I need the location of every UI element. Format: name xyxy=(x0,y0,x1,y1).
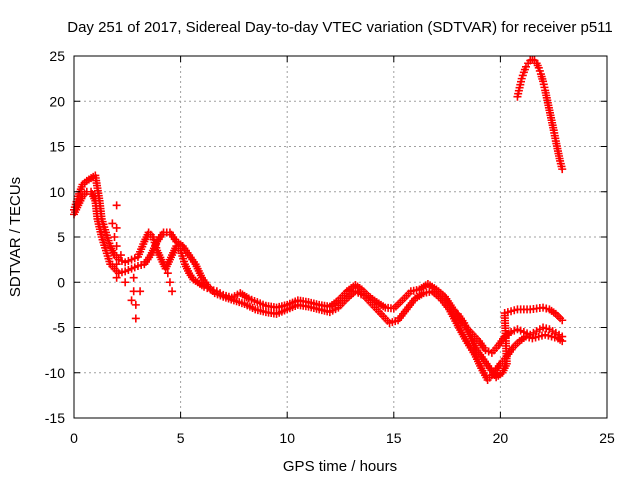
x-tick-label: 10 xyxy=(279,430,295,446)
data-point xyxy=(110,233,119,241)
data-point xyxy=(127,296,136,305)
data-marks xyxy=(70,55,567,384)
data-point xyxy=(131,300,140,309)
x-axis-label: GPS time / hours xyxy=(283,458,397,475)
series-arc xyxy=(513,55,567,174)
data-point xyxy=(163,269,172,278)
data-point xyxy=(112,223,121,232)
series-late-track xyxy=(453,303,567,382)
data-point xyxy=(131,314,140,323)
y-axis-label: SDTVAR / TECUs xyxy=(7,177,24,297)
x-tick-label: 0 xyxy=(70,430,78,446)
y-tick-label: 5 xyxy=(57,229,65,245)
x-tick-label: 5 xyxy=(177,430,185,446)
data-point xyxy=(168,287,177,296)
y-axis-ticks: -15 -10 -5 0 5 10 15 20 25 xyxy=(45,48,607,426)
y-tick-label: 10 xyxy=(49,184,65,200)
x-tick-label: 15 xyxy=(386,430,402,446)
data-point xyxy=(558,316,567,325)
y-tick-label: -10 xyxy=(45,365,65,381)
data-point xyxy=(136,287,145,296)
data-point xyxy=(108,219,117,228)
data-point xyxy=(558,165,567,174)
y-tick-label: -15 xyxy=(45,410,65,426)
data-point xyxy=(112,260,121,269)
data-point xyxy=(112,273,121,282)
series-spikes xyxy=(108,201,177,323)
data-point xyxy=(165,278,174,287)
data-point xyxy=(116,251,125,260)
data-point xyxy=(112,201,121,210)
series-lower-track xyxy=(70,187,567,384)
data-point xyxy=(112,242,121,251)
data-point xyxy=(121,278,130,287)
y-tick-label: 0 xyxy=(57,274,65,290)
x-tick-label: 20 xyxy=(493,430,509,446)
y-tick-label: 15 xyxy=(49,139,65,155)
x-tick-label: 25 xyxy=(599,430,615,446)
chart-title: Day 251 of 2017, Sidereal Day-to-day VTE… xyxy=(67,19,613,36)
grid-lines xyxy=(74,56,607,418)
y-tick-label: 25 xyxy=(49,48,65,64)
y-tick-label: -5 xyxy=(53,320,66,336)
x-axis-ticks: 0 5 10 15 20 25 xyxy=(70,56,615,446)
y-tick-label: 20 xyxy=(49,93,65,109)
data-point xyxy=(558,337,567,346)
data-point xyxy=(129,273,138,282)
